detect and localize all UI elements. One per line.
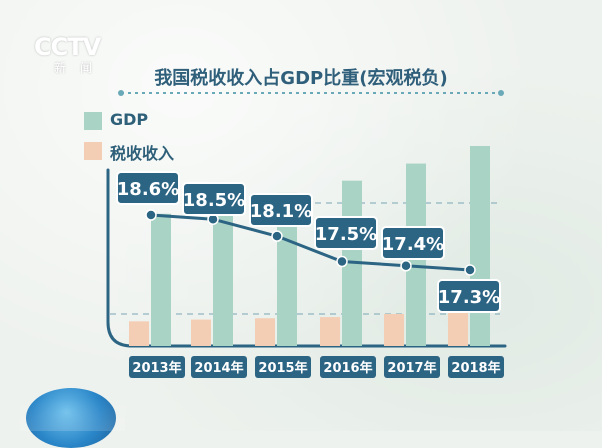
- globe-glow: [20, 398, 125, 431]
- bar-tax: [129, 321, 149, 346]
- year-label: 2016年: [323, 360, 372, 376]
- logo-subtitle: 新闻: [54, 61, 107, 75]
- year-label-box: [384, 356, 440, 378]
- ratio-label-box: [116, 171, 180, 205]
- ratio-point: [400, 260, 412, 272]
- ratio-label: 17.4%: [382, 234, 444, 255]
- bar-gdp: [277, 192, 297, 346]
- bar-gdp: [151, 213, 171, 346]
- ratio-label: 17.5%: [315, 224, 377, 245]
- bar-tax: [191, 319, 211, 346]
- year-label: 2018年: [451, 360, 500, 376]
- ratio-label-box: [314, 216, 378, 250]
- bar-gdp: [470, 146, 490, 346]
- ratio-point: [464, 264, 476, 276]
- logo-brand: CCTV: [34, 33, 101, 61]
- chart-title: 我国税收收入占GDP比重(宏观税负): [154, 68, 448, 89]
- year-label-box: [191, 356, 247, 378]
- bar-tax: [448, 311, 468, 346]
- ratio-label: 18.1%: [250, 201, 312, 222]
- legend-swatch-gdp: [84, 112, 102, 130]
- chart-canvas: 18.6%18.5%18.1%17.5% 17.4% 17.3% 2013年 2014年…: [106, 146, 507, 378]
- year-label: 2014年: [194, 360, 243, 376]
- year-label-box: [448, 356, 504, 378]
- ratio-label: 18.5%: [183, 190, 245, 211]
- ratio-label-box: [182, 182, 246, 216]
- title-underline: [118, 90, 504, 96]
- bar-tax: [384, 314, 404, 346]
- ratio-label-box: [381, 226, 445, 260]
- ratio-point: [271, 230, 283, 242]
- year-label: 2017年: [387, 360, 436, 376]
- legend-label-gdp: GDP: [110, 110, 149, 129]
- year-label-box: [320, 356, 376, 378]
- bar-tax: [255, 318, 275, 346]
- year-label: 2015年: [258, 360, 307, 376]
- ratio-point: [336, 255, 348, 268]
- ratio-label-box: [249, 193, 313, 227]
- cctv-news-logo: CCTV 新闻: [34, 34, 118, 82]
- year-label: 2013年: [132, 360, 181, 376]
- legend-label-tax: 税收收入: [110, 144, 175, 163]
- year-label-box: [129, 356, 185, 378]
- legend-swatch-tax: [84, 142, 102, 160]
- ratio-point: [145, 209, 157, 221]
- ratio-line: [150, 213, 471, 272]
- ratio-label: 18.6%: [117, 179, 179, 200]
- year-label-box: [255, 356, 311, 378]
- bar-gdp: [213, 202, 233, 346]
- bar-tax: [320, 317, 340, 346]
- ratio-label: 17.3%: [438, 287, 500, 308]
- ratio-label-box: [437, 279, 501, 313]
